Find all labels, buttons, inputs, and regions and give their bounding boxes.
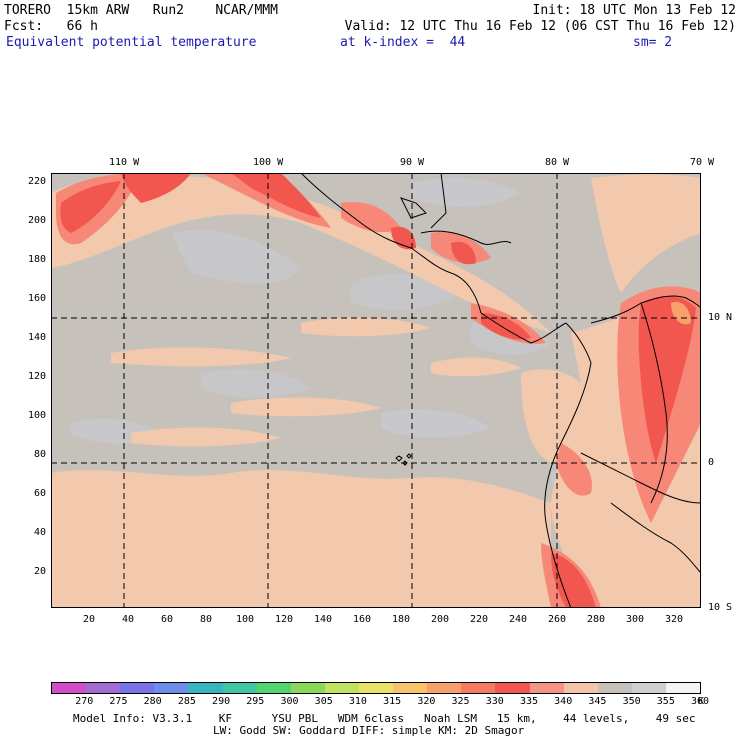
colorbar-label: 330 bbox=[485, 696, 504, 707]
x-tick: 260 bbox=[548, 614, 567, 625]
colorbar-swatch bbox=[631, 683, 666, 693]
colorbar-unit: K bbox=[698, 696, 705, 707]
y-tick: 20 bbox=[34, 566, 47, 577]
valid-time: Valid: 12 UTC Thu 16 Feb 12 (06 CST Thu … bbox=[344, 19, 736, 34]
colorbar-label: 325 bbox=[451, 696, 470, 707]
colorbar-swatch bbox=[393, 683, 428, 693]
colorbar-swatch bbox=[290, 683, 325, 693]
level-info: at k-index = 44 bbox=[340, 35, 466, 50]
colorbar-swatch bbox=[52, 683, 87, 693]
colorbar-label: 320 bbox=[417, 696, 436, 707]
y-tick: 180 bbox=[28, 254, 47, 265]
model-title: TORERO 15km ARW Run2 NCAR/MMM bbox=[4, 3, 278, 18]
coastlines bbox=[300, 173, 701, 608]
y-tick: 200 bbox=[28, 215, 47, 226]
colorbar-swatch bbox=[427, 683, 462, 693]
y-tick: 120 bbox=[28, 371, 47, 382]
colorbar-label: 300 bbox=[280, 696, 299, 707]
hotter-patches bbox=[60, 173, 696, 608]
x-tick: 20 bbox=[83, 614, 96, 625]
y-tick: 60 bbox=[34, 488, 47, 499]
colorbar-label: 270 bbox=[75, 696, 94, 707]
colorbar-label: 345 bbox=[588, 696, 607, 707]
forecast-hour: Fcst: 66 h bbox=[4, 19, 98, 34]
x-tick: 180 bbox=[392, 614, 411, 625]
colorbar-label: 280 bbox=[143, 696, 162, 707]
colorbar-swatch bbox=[120, 683, 155, 693]
x-tick: 60 bbox=[161, 614, 174, 625]
x-tick: 300 bbox=[626, 614, 645, 625]
x-tick: 100 bbox=[236, 614, 255, 625]
colorbar-label: 355 bbox=[656, 696, 675, 707]
y-tick: 160 bbox=[28, 293, 47, 304]
colorbar-label: 310 bbox=[348, 696, 367, 707]
colorbar-swatch bbox=[86, 683, 121, 693]
colorbar-label: 335 bbox=[519, 696, 538, 707]
lon-label-70w: 70 W bbox=[690, 157, 715, 168]
colorbar-swatch bbox=[154, 683, 189, 693]
y-tick: 100 bbox=[28, 410, 47, 421]
colorbar-swatch bbox=[358, 683, 394, 693]
graticule bbox=[51, 173, 701, 608]
y-tick: 140 bbox=[28, 332, 47, 343]
lat-label-10n: 10 N bbox=[708, 312, 733, 323]
colorbar-label: 350 bbox=[622, 696, 641, 707]
colorbar-swatch bbox=[222, 683, 257, 693]
colorbar-swatch bbox=[563, 683, 598, 693]
x-tick: 320 bbox=[665, 614, 684, 625]
colorbar-label: 285 bbox=[177, 696, 196, 707]
x-tick: 80 bbox=[200, 614, 213, 625]
colorbar-label: 275 bbox=[109, 696, 128, 707]
lon-label-110w: 110 W bbox=[109, 157, 140, 168]
colorbar-swatch bbox=[188, 683, 223, 693]
x-tick: 160 bbox=[353, 614, 372, 625]
colorbar-swatch bbox=[256, 683, 291, 693]
x-tick: 120 bbox=[275, 614, 294, 625]
x-tick: 240 bbox=[509, 614, 528, 625]
colorbar-swatch bbox=[665, 683, 701, 693]
colorbar-label: 295 bbox=[246, 696, 265, 707]
colorbar-label: 315 bbox=[383, 696, 402, 707]
colorbar-swatch bbox=[324, 683, 359, 693]
y-tick: 220 bbox=[28, 176, 47, 187]
colorbar-label: 340 bbox=[554, 696, 573, 707]
y-tick: 40 bbox=[34, 527, 47, 538]
x-tick: 140 bbox=[314, 614, 333, 625]
lon-label-80w: 80 W bbox=[545, 157, 570, 168]
x-tick: 280 bbox=[587, 614, 606, 625]
lat-label-10s: 10 S bbox=[708, 602, 733, 613]
warm-band bbox=[51, 174, 701, 608]
smoothing-info: sm= 2 bbox=[633, 35, 673, 50]
lon-label-100w: 100 W bbox=[253, 157, 284, 168]
model-info: Model Info: V3.3.1 KF YSU PBL WDM 6class… bbox=[73, 712, 696, 725]
colorbar-label: 305 bbox=[314, 696, 333, 707]
x-tick: 200 bbox=[431, 614, 450, 625]
colorbar bbox=[51, 682, 701, 694]
lat-label-0: 0 bbox=[708, 457, 715, 468]
theta-e-map bbox=[51, 173, 701, 608]
y-tick: 80 bbox=[34, 449, 47, 460]
physics-info: LW: Godd SW: Goddard DIFF: simple KM: 2D… bbox=[213, 724, 525, 737]
colorbar-swatch bbox=[495, 683, 530, 693]
colorbar-swatch bbox=[597, 683, 632, 693]
init-time: Init: 18 UTC Mon 13 Feb 12 bbox=[532, 3, 737, 18]
colorbar-swatch bbox=[461, 683, 496, 693]
x-tick: 40 bbox=[122, 614, 135, 625]
lon-label-90w: 90 W bbox=[400, 157, 425, 168]
x-tick: 220 bbox=[470, 614, 489, 625]
colorbar-label: 360 bbox=[691, 696, 710, 707]
field-name: Equivalent potential temperature bbox=[6, 35, 257, 50]
colorbar-label: 290 bbox=[212, 696, 231, 707]
colorbar-swatch bbox=[529, 683, 564, 693]
map-frame bbox=[51, 173, 701, 608]
